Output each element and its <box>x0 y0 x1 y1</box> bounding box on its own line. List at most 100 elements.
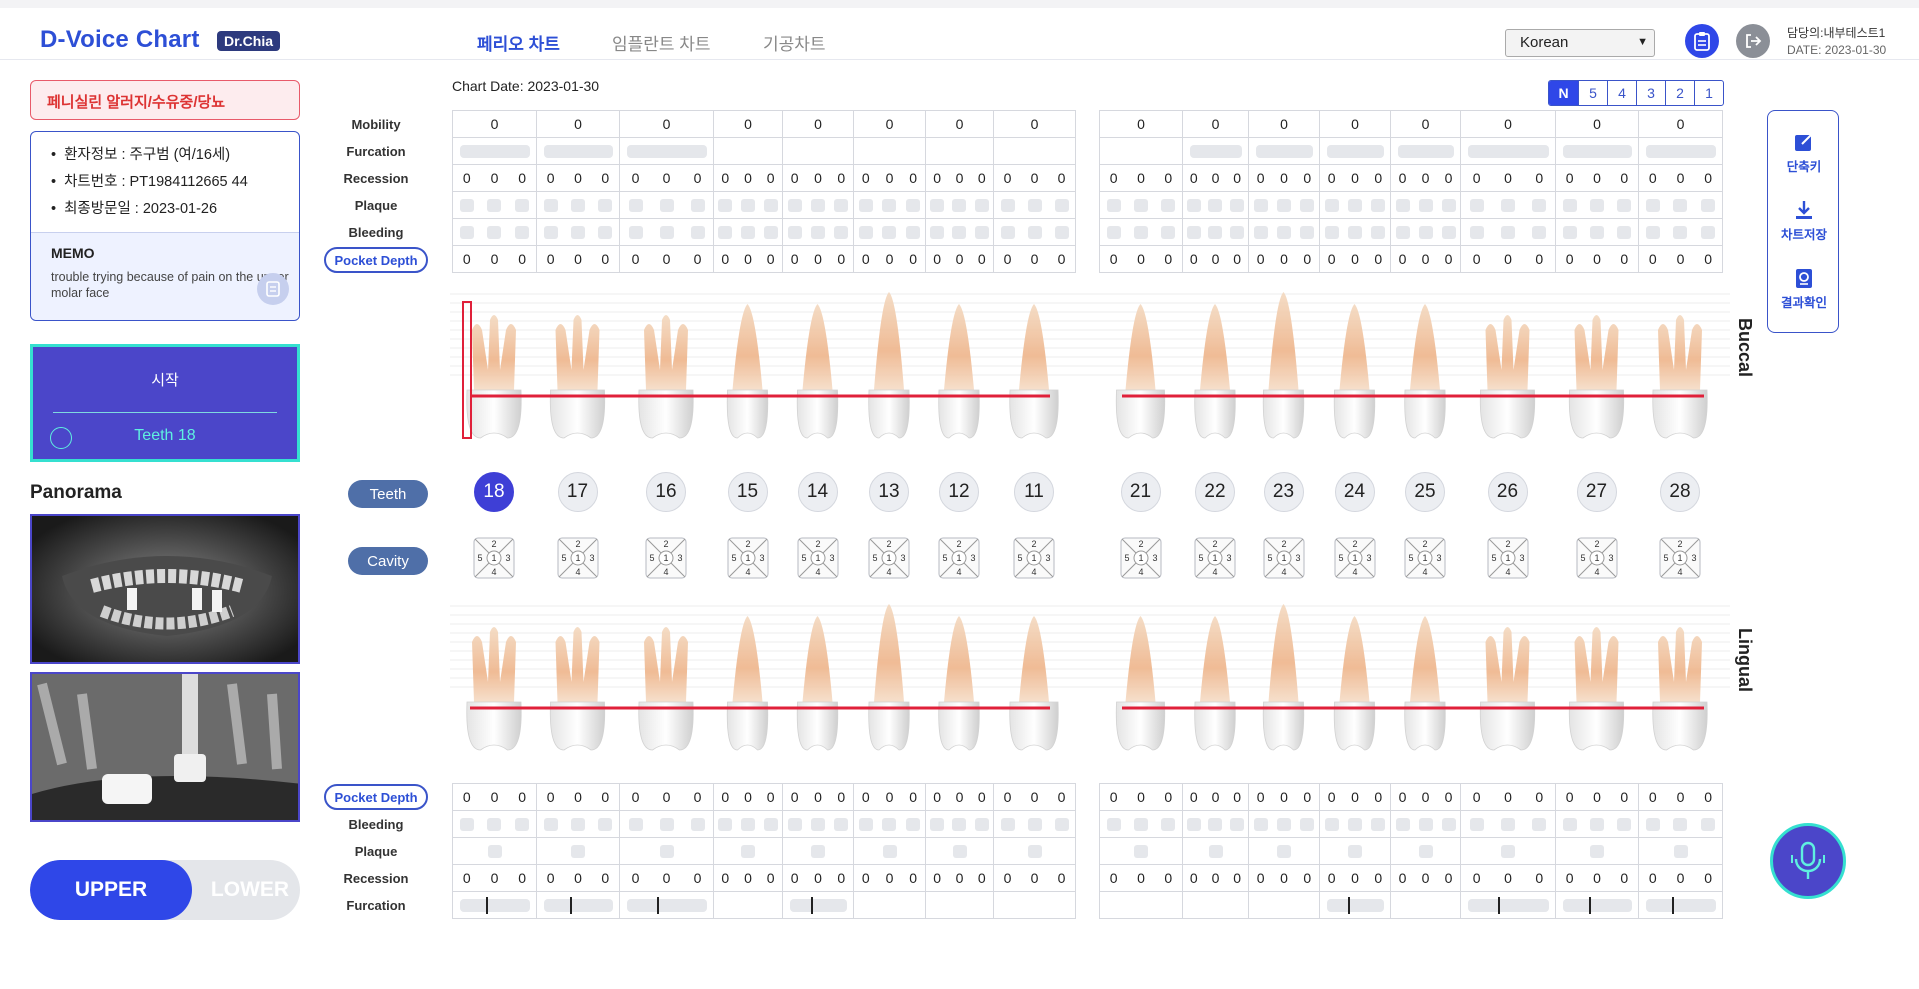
cavity-chart-24[interactable]: 25 1 34 <box>1334 537 1376 579</box>
bleeding-marker[interactable] <box>659 225 674 239</box>
top-furcation-cell-13[interactable] <box>853 137 926 165</box>
bot-bleeding-cell-27[interactable] <box>1555 810 1639 838</box>
bleeding-marker[interactable] <box>740 225 755 239</box>
bleeding-marker[interactable] <box>1532 817 1547 831</box>
bot-furcation-cell-13[interactable] <box>853 891 926 919</box>
plaque-marker[interactable] <box>763 198 778 212</box>
furcation-marker[interactable] <box>789 896 847 914</box>
plaque-marker[interactable] <box>1027 198 1042 212</box>
top-plaque-cell-18[interactable] <box>452 191 537 219</box>
top-furcation-cell-12[interactable] <box>925 137 994 165</box>
tooth-number-22[interactable]: 22 <box>1195 472 1235 512</box>
tooth-buccal-15[interactable] <box>726 304 769 439</box>
bleeding-marker[interactable] <box>570 225 585 239</box>
plaque-marker[interactable] <box>810 198 825 212</box>
tooth-number-23[interactable]: 23 <box>1263 472 1304 512</box>
plaque-marker[interactable] <box>1027 844 1042 858</box>
bot-furcation-cell-12[interactable] <box>925 891 994 919</box>
bleeding-marker[interactable] <box>1161 225 1176 239</box>
cavity-chart-12[interactable]: 25 1 34 <box>938 537 980 579</box>
top-mobility-cell-14[interactable]: 0 <box>782 110 854 138</box>
plaque-marker[interactable] <box>718 198 733 212</box>
bleeding-marker[interactable] <box>1347 817 1362 831</box>
tooth-buccal-28[interactable] <box>1652 315 1708 439</box>
plaque-marker[interactable] <box>1253 198 1268 212</box>
tooth-lingual-28[interactable] <box>1652 627 1708 751</box>
bleeding-marker[interactable] <box>810 817 825 831</box>
bleeding-marker[interactable] <box>1324 817 1339 831</box>
furcation-marker[interactable] <box>1189 144 1242 158</box>
furcation-marker[interactable] <box>626 144 707 158</box>
top-bleeding-cell-23[interactable] <box>1248 218 1320 246</box>
bot-bleeding-cell-17[interactable] <box>536 810 620 838</box>
tooth-lingual-12[interactable] <box>938 616 980 751</box>
start-panel[interactable]: 시작 Teeth 18 <box>30 344 300 462</box>
tab-implant-chart[interactable]: 임플란트 차트 <box>612 35 711 54</box>
top-pocket-cell-26[interactable]: 0 0 0 <box>1460 245 1556 273</box>
tooth-number-17[interactable]: 17 <box>557 472 598 512</box>
top-recession-cell-21[interactable]: 0 0 0 <box>1099 164 1183 192</box>
bot-furcation-cell-24[interactable] <box>1319 891 1391 919</box>
bot-furcation-cell-22[interactable] <box>1182 891 1249 919</box>
bleeding-marker[interactable] <box>1300 225 1315 239</box>
bot-pocket-cell-26[interactable]: 0 0 0 <box>1460 783 1556 811</box>
plaque-marker[interactable] <box>787 198 802 212</box>
bleeding-marker[interactable] <box>543 817 558 831</box>
bleeding-marker[interactable] <box>952 225 967 239</box>
tooth-number-18[interactable]: 18 <box>474 472 514 512</box>
top-furcation-cell-22[interactable] <box>1182 137 1249 165</box>
top-plaque-cell-14[interactable] <box>782 191 854 219</box>
bleeding-marker[interactable] <box>1208 225 1223 239</box>
top-furcation-cell-16[interactable] <box>619 137 714 165</box>
furcation-marker[interactable] <box>1645 144 1716 158</box>
bleeding-marker[interactable] <box>810 225 825 239</box>
plaque-marker[interactable] <box>834 198 849 212</box>
clipboard-button[interactable] <box>1685 24 1719 58</box>
tooth-lingual-26[interactable] <box>1479 627 1536 751</box>
top-pocket-cell-17[interactable]: 0 0 0 <box>536 245 620 273</box>
bleeding-marker[interactable] <box>1617 225 1632 239</box>
language-select[interactable]: Korean ▼ <box>1505 29 1655 57</box>
cavity-chart-17[interactable]: 25 1 34 <box>557 537 599 579</box>
top-bleeding-cell-14[interactable] <box>782 218 854 246</box>
top-mobility-cell-21[interactable]: 0 <box>1099 110 1183 138</box>
top-plaque-cell-27[interactable] <box>1555 191 1639 219</box>
top-plaque-cell-28[interactable] <box>1638 191 1723 219</box>
top-bleeding-cell-16[interactable] <box>619 218 714 246</box>
tooth-number-25[interactable]: 25 <box>1405 472 1445 512</box>
tooth-lingual-22[interactable] <box>1194 616 1236 751</box>
plaque-marker[interactable] <box>1500 198 1515 212</box>
furcation-marker[interactable] <box>459 896 530 914</box>
top-bleeding-cell-11[interactable] <box>993 218 1076 246</box>
bot-plaque-cell-17[interactable] <box>536 837 620 865</box>
plaque-marker[interactable] <box>487 844 502 858</box>
top-mobility-cell-16[interactable]: 0 <box>619 110 714 138</box>
plaque-marker[interactable] <box>515 198 530 212</box>
bleeding-marker[interactable] <box>1276 817 1291 831</box>
top-mobility-cell-27[interactable]: 0 <box>1555 110 1639 138</box>
top-pocket-cell-28[interactable]: 0 0 0 <box>1638 245 1723 273</box>
top-furcation-cell-17[interactable] <box>536 137 620 165</box>
save-chart-button[interactable]: 차트저장 <box>1768 199 1840 243</box>
bleeding-marker[interactable] <box>690 225 705 239</box>
bleeding-marker[interactable] <box>1347 225 1362 239</box>
bot-bleeding-cell-25[interactable] <box>1390 810 1461 838</box>
bleeding-marker[interactable] <box>1027 817 1042 831</box>
plaque-marker[interactable] <box>930 198 945 212</box>
bleeding-marker[interactable] <box>1532 225 1547 239</box>
bleeding-marker[interactable] <box>1186 817 1201 831</box>
bot-pocket-cell-27[interactable]: 0 0 0 <box>1555 783 1639 811</box>
tooth-lingual-14[interactable] <box>796 616 839 751</box>
plaque-marker[interactable] <box>571 844 585 858</box>
bleeding-marker[interactable] <box>659 817 674 831</box>
voice-record-button[interactable] <box>1770 823 1846 899</box>
top-plaque-cell-24[interactable] <box>1319 191 1391 219</box>
top-mobility-cell-23[interactable]: 0 <box>1248 110 1320 138</box>
